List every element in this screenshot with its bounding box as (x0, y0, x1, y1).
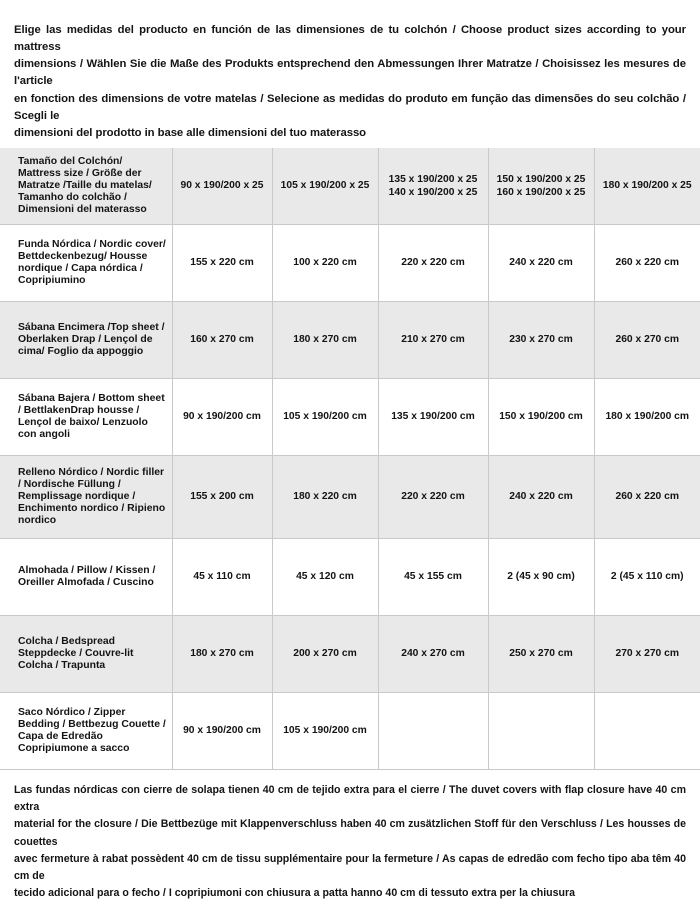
row-value: 240 x 270 cm (377, 615, 488, 694)
row-value: 105 x 190/200 cm (271, 378, 378, 457)
footnote-line-3: avec fermeture à rabat possèdent 40 cm d… (14, 852, 686, 882)
row-value: 105 x 190/200 cm (271, 692, 378, 771)
header-col-2-line-1: 105 x 190/200 x 25 (280, 180, 370, 192)
row-value: 160 x 270 cm (171, 301, 272, 380)
row-value: 45 x 155 cm (377, 538, 488, 617)
row-value: 240 x 220 cm (487, 455, 594, 540)
header-col-3-line-2: 140 x 190/200 x 25 (388, 187, 478, 199)
header-col-1-line-1: 90 x 190/200 x 25 (180, 180, 264, 192)
row-value: 260 x 220 cm (593, 224, 700, 303)
header-col-3: 135 x 190/200 x 25 140 x 190/200 x 25 (377, 148, 488, 226)
row-value: 180 x 270 cm (271, 301, 378, 380)
footnote-line-1: Las fundas nórdicas con cierre de solapa… (14, 784, 686, 814)
header-col-5-line-1: 180 x 190/200 x 25 (602, 180, 692, 192)
row-value: 90 x 190/200 cm (171, 378, 272, 457)
header-col-2: 105 x 190/200 x 25 (271, 148, 378, 226)
row-value: 180 x 220 cm (271, 455, 378, 540)
header-col-4: 150 x 190/200 x 25 160 x 190/200 x 25 (487, 148, 594, 226)
row-value: 200 x 270 cm (271, 615, 378, 694)
table-row: Almohada / Pillow / Kissen / Oreiller Al… (0, 538, 700, 617)
table-row: Saco Nórdico / Zipper Bedding / Bettbezu… (0, 692, 700, 771)
row-value: 210 x 270 cm (377, 301, 488, 380)
footnote-paragraph: Las fundas nórdicas con cierre de solapa… (0, 770, 700, 902)
row-value: 135 x 190/200 cm (377, 378, 488, 457)
row-value (593, 692, 700, 771)
header-col-3-line-1: 135 x 190/200 x 25 (388, 173, 478, 185)
row-value: 45 x 120 cm (271, 538, 378, 617)
table-header-row: Tamaño del Colchón/ Mattress size / Größ… (0, 148, 700, 226)
row-value: 45 x 110 cm (171, 538, 272, 617)
intro-line-3: en fonction des dimensions de votre mate… (14, 92, 686, 122)
row-label: Almohada / Pillow / Kissen / Oreiller Al… (0, 538, 172, 617)
row-label: Sábana Encimera /Top sheet / Oberlaken D… (0, 301, 172, 380)
row-value: 155 x 200 cm (171, 455, 272, 540)
table-row: Funda Nórdica / Nordic cover/ Bettdecken… (0, 224, 700, 303)
row-value: 150 x 190/200 cm (487, 378, 594, 457)
row-value: 260 x 270 cm (593, 301, 700, 380)
intro-paragraph: Elige las medidas del producto en funció… (0, 0, 700, 148)
mattress-size-table: Tamaño del Colchón/ Mattress size / Größ… (0, 148, 700, 771)
row-value: 260 x 220 cm (593, 455, 700, 540)
row-value (487, 692, 594, 771)
footnote-line-2: material for the closure / Die Bettbezüg… (14, 818, 686, 848)
table-row: Sábana Encimera /Top sheet / Oberlaken D… (0, 301, 700, 380)
header-col-5: 180 x 190/200 x 25 (593, 148, 700, 226)
header-label-cell: Tamaño del Colchón/ Mattress size / Größ… (0, 148, 172, 226)
header-col-4-line-2: 160 x 190/200 x 25 (496, 187, 586, 199)
row-value: 180 x 270 cm (171, 615, 272, 694)
row-value: 220 x 220 cm (377, 455, 488, 540)
intro-line-1: Elige las medidas del producto en funció… (14, 24, 686, 54)
header-col-4-line-1: 150 x 190/200 x 25 (496, 173, 586, 185)
table-row: Sábana Bajera / Bottom sheet / Bettlaken… (0, 378, 700, 457)
table-row: Colcha / Bedspread Steppdecke / Couvre-l… (0, 615, 700, 694)
row-value: 2 (45 x 110 cm) (593, 538, 700, 617)
row-label: Funda Nórdica / Nordic cover/ Bettdecken… (0, 224, 172, 303)
intro-line-2: dimensions / Wählen Sie die Maße des Pro… (14, 58, 686, 88)
row-value (377, 692, 488, 771)
table-row: Relleno Nórdico / Nordic filler / Nordis… (0, 455, 700, 540)
row-value: 90 x 190/200 cm (171, 692, 272, 771)
row-value: 2 (45 x 90 cm) (487, 538, 594, 617)
row-label: Sábana Bajera / Bottom sheet / Bettlaken… (0, 378, 172, 457)
row-value: 270 x 270 cm (593, 615, 700, 694)
row-value: 250 x 270 cm (487, 615, 594, 694)
row-label: Saco Nórdico / Zipper Bedding / Bettbezu… (0, 692, 172, 771)
row-label: Relleno Nórdico / Nordic filler / Nordis… (0, 455, 172, 540)
row-value: 155 x 220 cm (171, 224, 272, 303)
row-value: 180 x 190/200 cm (593, 378, 700, 457)
intro-line-4: dimensioni del prodotto in base alle dim… (14, 126, 367, 139)
footnote-line-4: tecido adicional para o fecho / I coprip… (14, 887, 576, 900)
row-value: 240 x 220 cm (487, 224, 594, 303)
row-value: 100 x 220 cm (271, 224, 378, 303)
row-value: 230 x 270 cm (487, 301, 594, 380)
row-value: 220 x 220 cm (377, 224, 488, 303)
header-col-1: 90 x 190/200 x 25 (171, 148, 272, 226)
row-label: Colcha / Bedspread Steppdecke / Couvre-l… (0, 615, 172, 694)
